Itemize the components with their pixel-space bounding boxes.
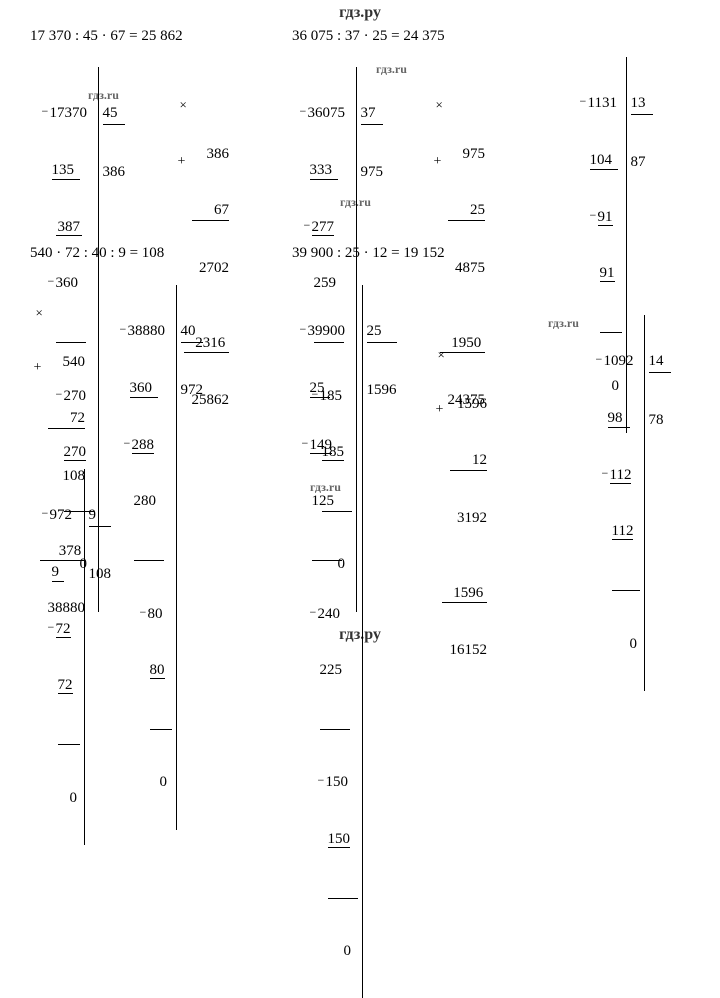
longdiv-1092-14: −1092 98 −112 112 0 14 78: [596, 296, 671, 691]
longdiv-39900-25: −39900 25 −149 125 −240 225 −150 150 0 2…: [300, 266, 397, 998]
longdiv-972-9: −972 9 −72 72 0 9 108: [42, 450, 111, 845]
longdiv-38880-40: −38880 360 −288 280 −80 80 0 40 972: [120, 266, 203, 830]
site-header: гдз.ру: [339, 4, 381, 22]
mult-1596-12: × 1596 12 3192 + 1596 16152: [432, 320, 487, 697]
equation-1: 17 370 : 45 · 67 = 25 862: [30, 28, 183, 45]
equation-2: 36 075 : 37 · 25 = 24 375: [292, 28, 445, 45]
watermark: гдз.ru: [548, 316, 579, 331]
